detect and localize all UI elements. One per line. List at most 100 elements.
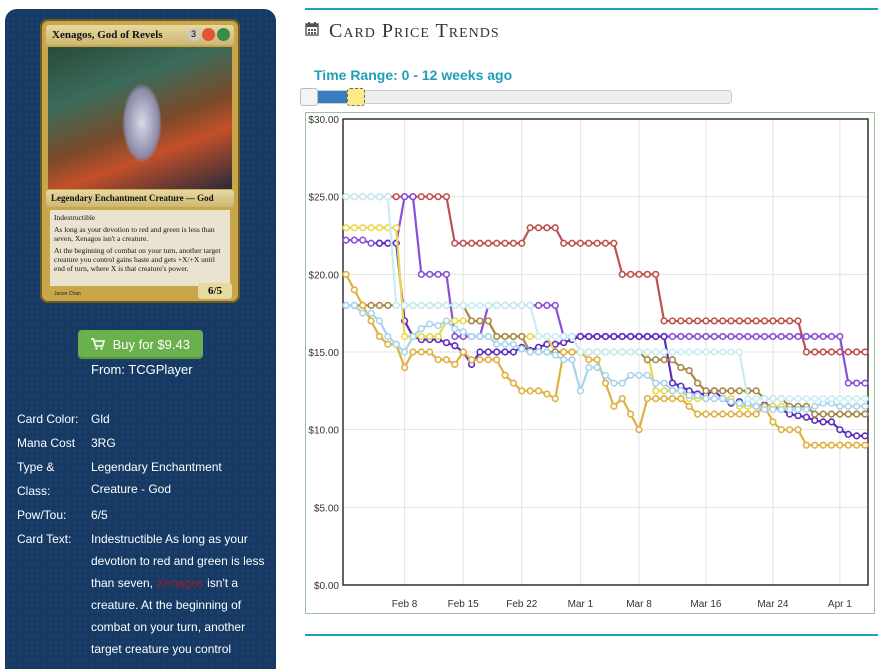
data-point bbox=[702, 348, 710, 356]
data-point bbox=[844, 430, 852, 438]
buy-button[interactable]: Buy for $9.43 bbox=[78, 330, 203, 359]
detail-row: Mana Cost 3RG bbox=[17, 431, 267, 455]
data-point bbox=[568, 348, 576, 356]
data-point bbox=[601, 379, 610, 387]
x-tick-label: Feb 15 bbox=[448, 599, 480, 610]
data-point bbox=[593, 356, 601, 364]
data-point bbox=[442, 356, 451, 364]
data-point bbox=[509, 301, 518, 309]
data-point bbox=[618, 395, 626, 403]
data-point bbox=[727, 387, 735, 395]
buy-source: From: TCGPlayer bbox=[91, 362, 193, 377]
card-art bbox=[48, 47, 232, 189]
data-point bbox=[576, 348, 584, 356]
data-point bbox=[543, 340, 551, 348]
data-point bbox=[668, 395, 677, 403]
data-point bbox=[434, 193, 442, 201]
data-point bbox=[677, 332, 685, 341]
data-point bbox=[786, 405, 794, 414]
data-point bbox=[526, 387, 534, 395]
data-point bbox=[501, 239, 509, 247]
data-point bbox=[610, 379, 618, 387]
data-point bbox=[442, 301, 451, 309]
data-point bbox=[451, 360, 459, 369]
data-point bbox=[853, 379, 861, 387]
data-point bbox=[660, 356, 668, 364]
data-point bbox=[451, 325, 459, 333]
data-point bbox=[593, 332, 601, 341]
data-point bbox=[367, 301, 375, 309]
data-point bbox=[593, 239, 601, 247]
data-point bbox=[786, 317, 794, 325]
data-point bbox=[526, 348, 534, 356]
data-point bbox=[710, 348, 718, 356]
data-point bbox=[484, 239, 492, 247]
slider-start-handle[interactable] bbox=[300, 88, 318, 106]
data-point bbox=[710, 332, 718, 341]
data-point bbox=[409, 332, 417, 341]
data-point bbox=[601, 348, 610, 356]
data-point bbox=[752, 332, 760, 341]
data-point bbox=[375, 332, 384, 341]
data-point bbox=[702, 332, 710, 341]
data-point bbox=[760, 317, 769, 325]
data-point bbox=[652, 356, 660, 364]
data-point bbox=[727, 317, 735, 325]
data-point bbox=[392, 340, 400, 348]
data-point bbox=[643, 371, 651, 379]
data-point bbox=[518, 301, 526, 309]
time-range-slider[interactable] bbox=[300, 88, 732, 106]
data-point bbox=[451, 342, 459, 350]
data-point bbox=[727, 332, 735, 341]
detail-row: Card Text: Indestructible As long as your… bbox=[17, 527, 267, 660]
data-point bbox=[627, 371, 635, 379]
data-point bbox=[610, 332, 618, 341]
data-point bbox=[467, 301, 476, 309]
data-point bbox=[635, 348, 643, 356]
data-point bbox=[752, 317, 760, 325]
data-point bbox=[560, 348, 568, 356]
data-point bbox=[534, 348, 543, 356]
data-point bbox=[417, 332, 425, 341]
data-point bbox=[568, 356, 576, 364]
card-power-toughness: 6/5 bbox=[198, 283, 232, 299]
mana-symbols: 3 R G bbox=[187, 28, 230, 41]
data-point bbox=[551, 224, 559, 232]
data-point bbox=[861, 402, 869, 410]
detail-value: 6/5 bbox=[91, 508, 108, 522]
slider-range-fill bbox=[309, 91, 355, 103]
y-tick-label: $20.00 bbox=[308, 270, 339, 281]
data-point bbox=[727, 410, 735, 418]
data-point bbox=[635, 371, 643, 379]
data-point bbox=[668, 332, 677, 341]
data-point bbox=[844, 441, 852, 449]
card-image[interactable]: Xenagos, God of Revels 3 R G Legendary E… bbox=[40, 19, 240, 303]
data-point bbox=[719, 395, 727, 403]
data-point bbox=[409, 348, 417, 356]
data-point bbox=[643, 332, 651, 341]
data-point bbox=[375, 301, 384, 309]
card-rules-box: Indestructible As long as your devotion … bbox=[50, 210, 230, 286]
data-point bbox=[811, 410, 819, 418]
data-point bbox=[827, 395, 836, 403]
data-point bbox=[802, 413, 811, 421]
slider-end-handle[interactable] bbox=[347, 88, 365, 106]
data-point bbox=[802, 395, 811, 403]
data-point bbox=[543, 224, 551, 232]
data-point bbox=[359, 193, 367, 201]
data-point bbox=[744, 317, 752, 325]
data-point bbox=[350, 193, 358, 201]
data-point bbox=[811, 348, 819, 356]
data-point bbox=[551, 332, 559, 341]
data-point bbox=[677, 363, 685, 372]
data-point bbox=[744, 410, 752, 418]
data-point bbox=[426, 270, 434, 278]
data-point bbox=[442, 270, 451, 278]
time-range-label: Time Range: 0 - 12 weeks ago bbox=[314, 67, 513, 83]
data-point bbox=[794, 412, 802, 420]
data-point bbox=[392, 193, 400, 201]
data-point bbox=[744, 395, 752, 403]
data-point bbox=[467, 332, 476, 341]
data-point bbox=[710, 387, 718, 395]
data-point bbox=[493, 332, 501, 341]
